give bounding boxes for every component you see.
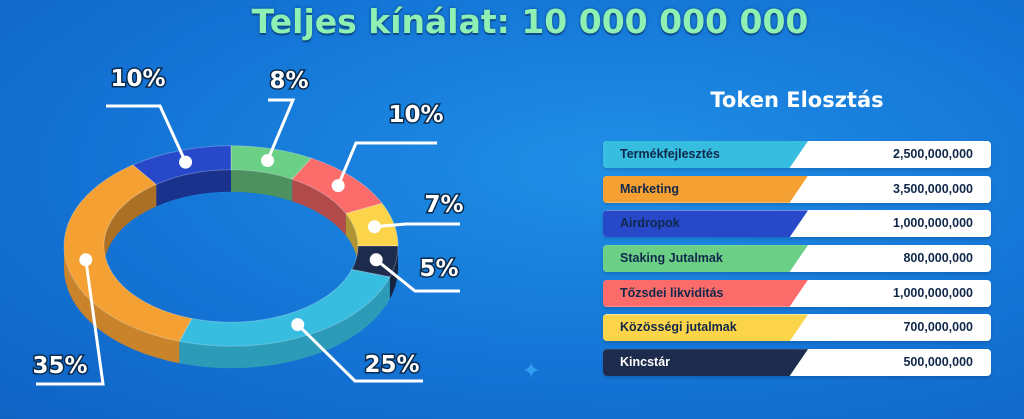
- donut-inner-segment: [345, 213, 358, 268]
- callout-dot: [179, 155, 193, 169]
- legend-row: Marketing 3,500,000,000: [603, 175, 991, 203]
- percent-label: 7%: [424, 192, 463, 218]
- legend-label: Kincstár: [620, 355, 671, 370]
- callout-line: [106, 104, 187, 163]
- sparkle-icon: ✦: [522, 358, 541, 383]
- legend-value: 1,000,000,000: [893, 285, 973, 300]
- legend-label: Marketing: [620, 181, 680, 196]
- legend-row: Termékfejlesztés 2,500,000,000: [603, 141, 991, 168]
- legend-row: Kincstár 500,000,000: [603, 349, 991, 377]
- legend-color-band: [603, 245, 808, 273]
- callout-dot: [331, 179, 345, 193]
- callout-dot: [369, 253, 383, 267]
- legend-value: 1,000,000,000: [893, 216, 973, 231]
- legend-color-band: [603, 314, 808, 342]
- legend-value: 500,000,000: [903, 355, 973, 370]
- legend-value: 2,500,000,000: [893, 147, 973, 161]
- legend-row: Közösségi jutalmak 700,000,000: [603, 314, 991, 342]
- token-distribution-table: Termékfejlesztés 2,500,000,000 Marketing 3,…: [603, 141, 991, 384]
- legend-row: Tőzsdei likviditás 1,000,000,000: [603, 279, 991, 307]
- donut-side-segment: [179, 276, 390, 369]
- legend-value: 3,500,000,000: [893, 181, 973, 196]
- legend-row: Staking Jutalmak 800,000,000: [603, 245, 991, 273]
- percent-label: 8%: [269, 68, 308, 94]
- percent-label: 10%: [388, 102, 443, 128]
- callout-line: [375, 258, 460, 293]
- callout-dot: [261, 154, 275, 168]
- legend-color-band: [603, 279, 808, 307]
- callout-line: [374, 222, 460, 229]
- donut-inner-segment: [104, 184, 157, 268]
- legend-color-band: [603, 141, 808, 168]
- callout-dot: [291, 318, 305, 332]
- legend-label: Közösségi jutalmak: [620, 320, 737, 335]
- callout-line: [36, 259, 105, 386]
- legend-label: Staking Jutalmak: [620, 251, 723, 266]
- callout-dot: [79, 253, 93, 267]
- legend-color-band: [603, 210, 808, 238]
- donut-inner-segment: [156, 169, 231, 207]
- legend-title: Token Elosztás: [710, 88, 884, 112]
- percent-label: 10%: [110, 66, 165, 92]
- callout-line: [296, 323, 423, 383]
- legend-value: 800,000,000: [903, 251, 973, 266]
- percent-label: 35%: [32, 353, 87, 379]
- slice-term-kfejleszt-s: [178, 268, 391, 347]
- donut-chart: 8% 10% 7% 5% 25% 35% 10%: [31, 65, 465, 386]
- legend-color-band: [603, 349, 808, 377]
- callout-line: [336, 141, 437, 187]
- donut-inner-wall: [104, 169, 358, 268]
- donut-inner-segment: [231, 169, 293, 202]
- legend-value: 700,000,000: [903, 320, 973, 335]
- callout-dot: [367, 220, 381, 234]
- donut-inner-segment: [292, 179, 346, 236]
- percent-label: 25%: [364, 352, 419, 378]
- legend-label: Airdropok: [620, 216, 680, 231]
- legend-label: Tőzsdei likviditás: [620, 285, 724, 300]
- chart-title: Teljes kínálat: 10 000 000 000: [251, 2, 809, 41]
- callout-line: [266, 98, 296, 162]
- percent-label: 5%: [419, 256, 458, 282]
- callouts: 8% 10% 7% 5% 25% 35% 10%: [31, 65, 465, 386]
- donut-side-segment: [64, 246, 180, 364]
- legend-color-band: [603, 175, 808, 203]
- legend-label: Termékfejlesztés: [620, 147, 720, 161]
- legend-row: Airdropok 1,000,000,000: [603, 210, 991, 238]
